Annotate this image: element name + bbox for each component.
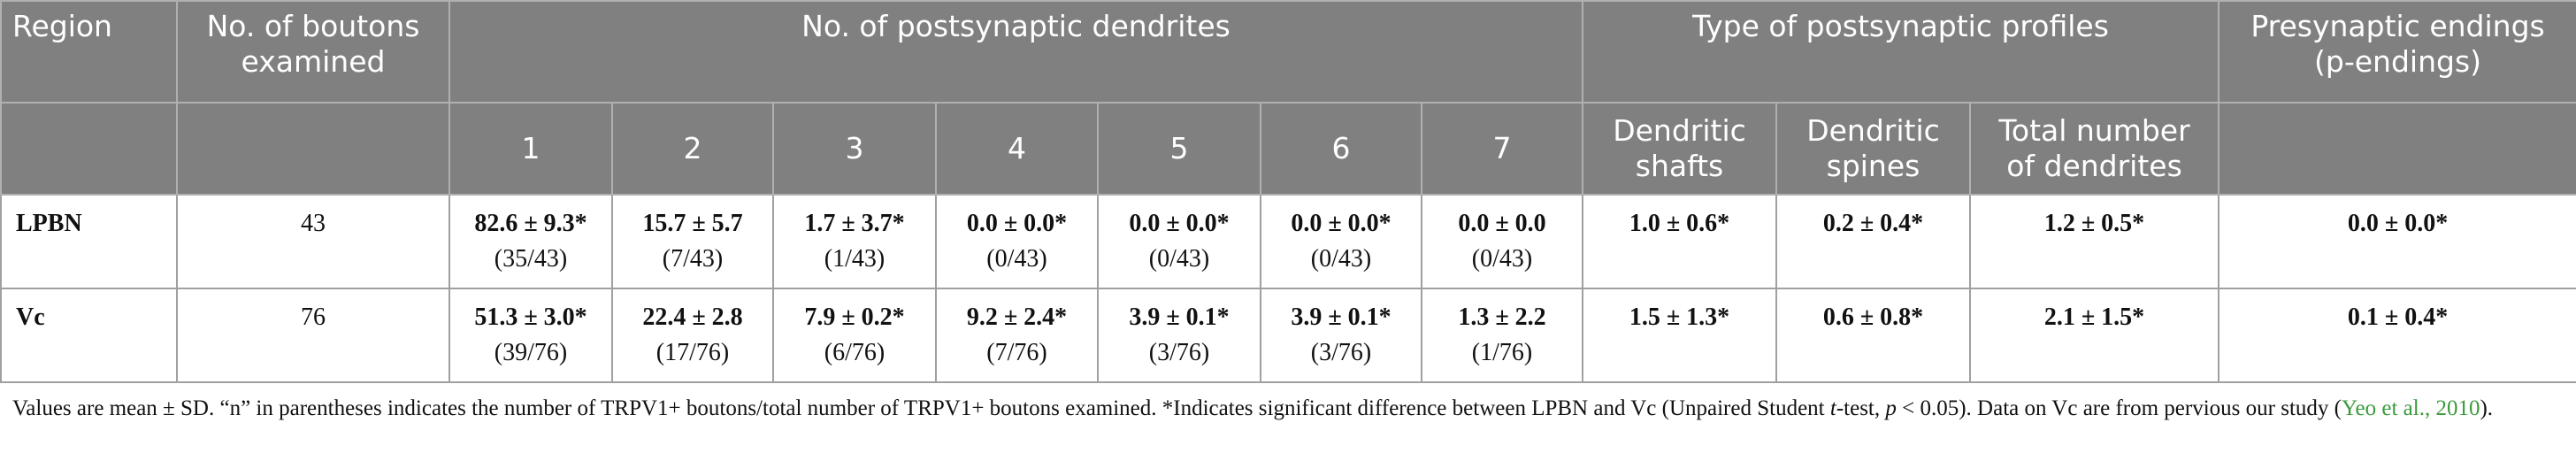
header-row: Region No. of boutons examined No. of post… [0, 0, 2576, 104]
value-cell: 82.6 ± 9.3* (35/43) [448, 194, 613, 289]
subheader-cell: Dendritic shafts [1582, 102, 1777, 196]
citation-link[interactable]: Yeo et al., 2010 [2341, 396, 2480, 420]
data-table: Region No. of boutons examined No. of post… [0, 0, 2576, 383]
cell-value: 7.9 ± 0.2* [804, 303, 905, 331]
cell-value: 0.0 ± 0.0* [1291, 210, 1392, 237]
cell-fraction: (39/76) [494, 339, 568, 366]
cell-value: 1.3 ± 2.2 [1458, 303, 1546, 331]
cell-fraction: (7/43) [662, 245, 724, 273]
value-cell: 1.7 ± 3.7* (1/43) [772, 194, 937, 289]
footnote: Values are mean ± SD. “n” in parentheses… [0, 383, 2576, 426]
value-cell: 0.0 ± 0.0* [2218, 194, 2576, 289]
subheader-cell: 6 [1260, 102, 1422, 196]
cell-fraction: (3/76) [1310, 339, 1372, 366]
cell-fraction: (7/76) [986, 339, 1047, 366]
cell-fraction: (0/43) [1471, 245, 1533, 273]
cell-value: 0.0 ± 0.0 [1458, 210, 1546, 237]
value-cell: 0.0 ± 0.0* (0/43) [1097, 194, 1261, 289]
value-cell: 1.0 ± 0.6* [1582, 194, 1777, 289]
value-cell: 0.6 ± 0.8* [1775, 288, 1971, 383]
value-cell: 22.4 ± 2.8 (17/76) [611, 288, 774, 383]
value-cell: 1.3 ± 2.2 (1/76) [1421, 288, 1583, 383]
value-cell: 3.9 ± 0.1* (3/76) [1260, 288, 1422, 383]
subheader-cell: Dendritic spines [1775, 102, 1971, 196]
cell-value: 0.6 ± 0.8* [1822, 303, 1924, 331]
value-cell: 0.0 ± 0.0* (0/43) [1260, 194, 1422, 289]
cell-fraction: (1/43) [824, 245, 886, 273]
cell-fraction: (6/76) [824, 339, 886, 366]
cell-fraction: (0/43) [986, 245, 1047, 273]
boutons-cell: 76 [176, 288, 450, 383]
cell-fraction: (35/43) [494, 245, 568, 273]
footnote-italic: t [1829, 396, 1836, 420]
cell-value: 82.6 ± 9.3* [474, 210, 587, 237]
value-cell: 0.1 ± 0.4* [2218, 288, 2576, 383]
value-cell: 1.5 ± 1.3* [1582, 288, 1777, 383]
cell-value: 1.7 ± 3.7* [804, 210, 905, 237]
table-row: LPBN 43 82.6 ± 9.3* (35/43) 15.7 ± 5.7 (7/43)… [0, 194, 2576, 289]
header-cell-empty [2218, 102, 2576, 196]
header-cell-empty [176, 102, 450, 196]
footnote-text: < 0.05). Data on Vc are from pervious ou… [1896, 396, 2342, 420]
cell-fraction: (17/76) [656, 339, 730, 366]
value-cell: 3.9 ± 0.1* (3/76) [1097, 288, 1261, 383]
region-cell: LPBN [0, 194, 178, 289]
cell-value: 0.1 ± 0.4* [2347, 303, 2449, 331]
cell-value: 0.0 ± 0.0* [1129, 210, 1230, 237]
value-cell: 51.3 ± 3.0* (39/76) [448, 288, 613, 383]
cell-value: 0.2 ± 0.4* [1822, 210, 1924, 237]
cell-fraction: (3/76) [1148, 339, 1210, 366]
footnote-text: Values are mean ± SD. “n” in parentheses… [12, 396, 1830, 420]
cell-value: 15.7 ± 5.7 [642, 210, 743, 237]
value-cell: 7.9 ± 0.2* (6/76) [772, 288, 937, 383]
cell-value: 3.9 ± 0.1* [1129, 303, 1230, 331]
region-cell: Vc [0, 288, 178, 383]
value-cell: 2.1 ± 1.5* [1968, 288, 2220, 383]
table-row: Vc 76 51.3 ± 3.0* (39/76) 22.4 ± 2.8 (17/76) 7… [0, 288, 2576, 383]
header-cell-empty [0, 102, 178, 196]
value-cell: 15.7 ± 5.7 (7/43) [611, 194, 774, 289]
cell-value: 3.9 ± 0.1* [1291, 303, 1392, 331]
cell-value: 1.2 ± 0.5* [2043, 210, 2145, 237]
cell-value: 2.1 ± 1.5* [2043, 303, 2145, 331]
cell-value: 1.5 ± 1.3* [1629, 303, 1730, 331]
cell-fraction: (0/43) [1310, 245, 1372, 273]
header-cell: No. of boutons examined [176, 0, 450, 104]
cell-value: 22.4 ± 2.8 [642, 303, 743, 331]
footnote-text: ). [2480, 396, 2494, 420]
subheader-cell: Total number of dendrites [1968, 102, 2220, 196]
table-body: Region No. of boutons examined No. of post… [0, 0, 2576, 383]
cell-value: 0.0 ± 0.0* [966, 210, 1068, 237]
header-cell: Region [0, 0, 178, 104]
header-cell: Presynaptic endings (p-endings) [2218, 0, 2576, 104]
header-cell: Type of postsynaptic profiles [1581, 0, 2220, 104]
cell-fraction: (0/43) [1148, 245, 1210, 273]
footnote-text: -test, [1836, 396, 1886, 420]
cell-value: 51.3 ± 3.0* [474, 303, 587, 331]
boutons-cell: 43 [176, 194, 450, 289]
subheader-cell: 3 [772, 102, 937, 196]
subheader-cell: 7 [1421, 102, 1583, 196]
value-cell: 0.0 ± 0.0 (0/43) [1421, 194, 1583, 289]
subheader-cell: 4 [935, 102, 1099, 196]
subheader-cell: 2 [611, 102, 774, 196]
header-cell: No. of postsynaptic dendrites [448, 0, 1583, 104]
subheader-cell: 1 [448, 102, 613, 196]
footnote-italic: p [1885, 396, 1897, 420]
value-cell: 0.0 ± 0.0* (0/43) [935, 194, 1099, 289]
value-cell: 0.2 ± 0.4* [1775, 194, 1971, 289]
cell-fraction: (1/76) [1471, 339, 1533, 366]
header-row: 1 2 3 4 5 6 7 Dendritic shafts Dendritic spines T… [0, 102, 2576, 196]
value-cell: 9.2 ± 2.4* (7/76) [935, 288, 1099, 383]
value-cell: 1.2 ± 0.5* [1968, 194, 2220, 289]
cell-value: 9.2 ± 2.4* [966, 303, 1068, 331]
cell-value: 0.0 ± 0.0* [2347, 210, 2449, 237]
cell-value: 1.0 ± 0.6* [1629, 210, 1730, 237]
subheader-cell: 5 [1097, 102, 1261, 196]
